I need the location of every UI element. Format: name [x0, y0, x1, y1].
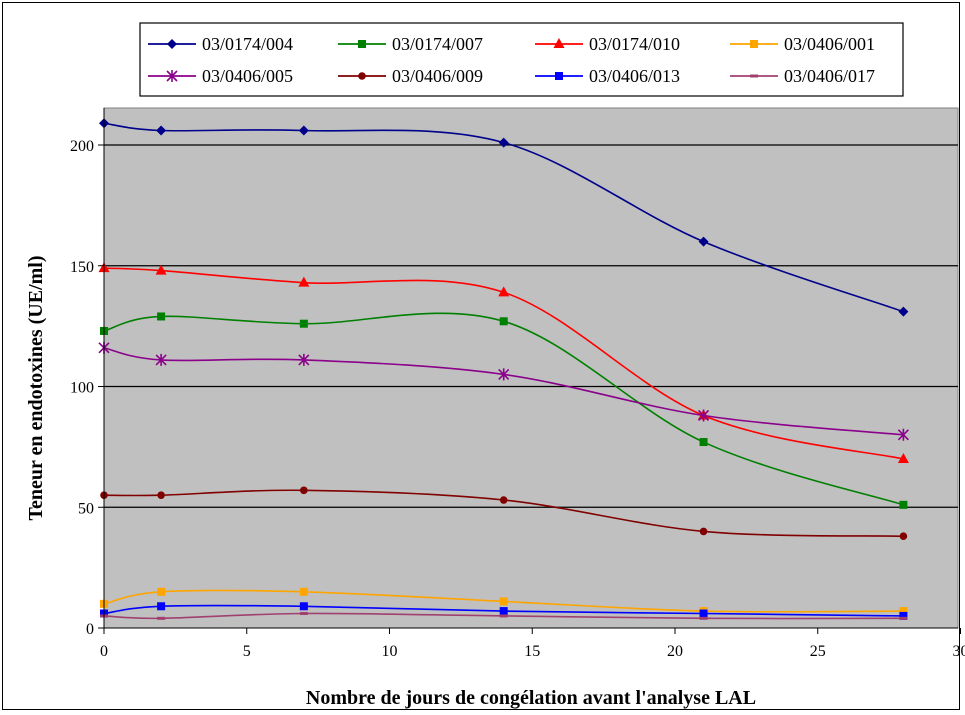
legend-marker	[166, 70, 178, 82]
data-point	[157, 602, 166, 611]
data-point	[299, 612, 308, 616]
data-point	[499, 317, 508, 326]
data-point	[298, 276, 310, 287]
x-tick-label: 25	[810, 643, 826, 660]
legend-marker	[553, 38, 565, 48]
legend-marker	[750, 40, 758, 48]
data-point	[498, 368, 510, 381]
y-tick-label: 200	[70, 138, 94, 155]
legend-label: 03/0406/013	[589, 66, 680, 86]
legend-item: 03/0406/017	[730, 66, 875, 86]
x-tick-label: 5	[243, 643, 251, 660]
x-tick-label: 10	[382, 643, 398, 660]
data-point	[897, 452, 909, 463]
x-tick-label: 15	[524, 643, 540, 660]
data-point	[299, 587, 308, 596]
series-line	[103, 489, 904, 538]
y-tick-label: 0	[86, 621, 94, 638]
legend-box	[139, 22, 904, 97]
legend-marker	[167, 39, 177, 49]
y-tick-label: 100	[70, 380, 94, 397]
gridlines	[104, 144, 958, 508]
data-point	[699, 527, 708, 536]
y-tick-label: 150	[70, 259, 94, 276]
plot-background	[103, 107, 959, 629]
data-point	[156, 125, 167, 136]
data-point	[300, 486, 308, 495]
legend: 03/0174/004 03/0174/007 03/0174/010 03/0406…	[139, 22, 904, 97]
legend-item: 03/0406/013	[535, 66, 680, 86]
data-point	[899, 500, 908, 509]
y-axis-title: Teneur en endotoxines (UE/ml)	[25, 255, 47, 520]
data-point	[697, 409, 710, 422]
legend-marker	[750, 74, 758, 78]
data-point	[899, 607, 908, 616]
series-line	[103, 312, 904, 506]
data-point	[899, 532, 908, 541]
legend-marker	[358, 72, 366, 80]
data-point	[499, 607, 508, 616]
data-point	[897, 428, 909, 441]
legend-label: 03/0174/007	[392, 34, 483, 54]
data-point	[155, 353, 167, 366]
legend-item: 03/0174/007	[338, 34, 483, 54]
data-point	[898, 306, 909, 317]
series-line	[103, 347, 904, 436]
series-03/0406/009	[100, 486, 908, 541]
data-point	[299, 602, 308, 611]
data-point	[699, 616, 708, 620]
series-line	[103, 612, 904, 620]
series-03/0174/004	[99, 118, 909, 317]
legend-marker	[555, 72, 563, 80]
data-point	[155, 264, 167, 275]
axes	[98, 108, 961, 634]
data-point	[499, 496, 508, 504]
tick-labels: 0 50 100 150 200 0 5 10 15 20 25 30	[70, 138, 965, 660]
legend-item: 03/0174/004	[148, 34, 293, 54]
data-point	[157, 312, 166, 321]
series-line	[103, 122, 904, 313]
data-point	[499, 614, 508, 618]
data-point	[157, 616, 166, 620]
legend-label: 03/0406/005	[202, 66, 293, 86]
legend-label: 03/0174/010	[589, 34, 680, 54]
y-tick-label: 50	[78, 500, 94, 517]
data-point	[698, 236, 709, 247]
legend-item: 03/0406/005	[148, 66, 293, 86]
legend-label: 03/0406/017	[784, 66, 875, 86]
data-point	[299, 319, 308, 328]
data-point	[157, 491, 165, 499]
legend-item: 03/0406/001	[730, 34, 875, 54]
data-point	[498, 286, 510, 297]
x-tick-label: 30	[953, 643, 965, 660]
series-line	[103, 589, 904, 613]
x-tick-label: 20	[667, 643, 683, 660]
data-point	[298, 125, 309, 136]
x-axis-title: Nombre de jours de congélation avant l'a…	[306, 687, 756, 709]
data-point	[499, 597, 508, 606]
data-point	[298, 353, 310, 366]
data-point	[899, 616, 908, 620]
data-point	[699, 438, 708, 447]
legend-marker	[358, 40, 366, 48]
series-line	[103, 604, 904, 617]
legend-item: 03/0406/009	[338, 66, 483, 86]
data-point	[157, 587, 166, 596]
legend-label: 03/0406/001	[784, 34, 875, 54]
data-point	[498, 137, 509, 148]
plot-area	[103, 107, 959, 629]
x-tick-label: 0	[100, 643, 108, 660]
legend-label: 03/0406/009	[392, 66, 483, 86]
data-point	[699, 609, 708, 618]
series-line	[103, 267, 904, 460]
legend-label: 03/0174/004	[202, 34, 293, 54]
legend-item: 03/0174/010	[535, 34, 680, 54]
series-lines	[98, 118, 909, 620]
data-point	[899, 611, 908, 620]
